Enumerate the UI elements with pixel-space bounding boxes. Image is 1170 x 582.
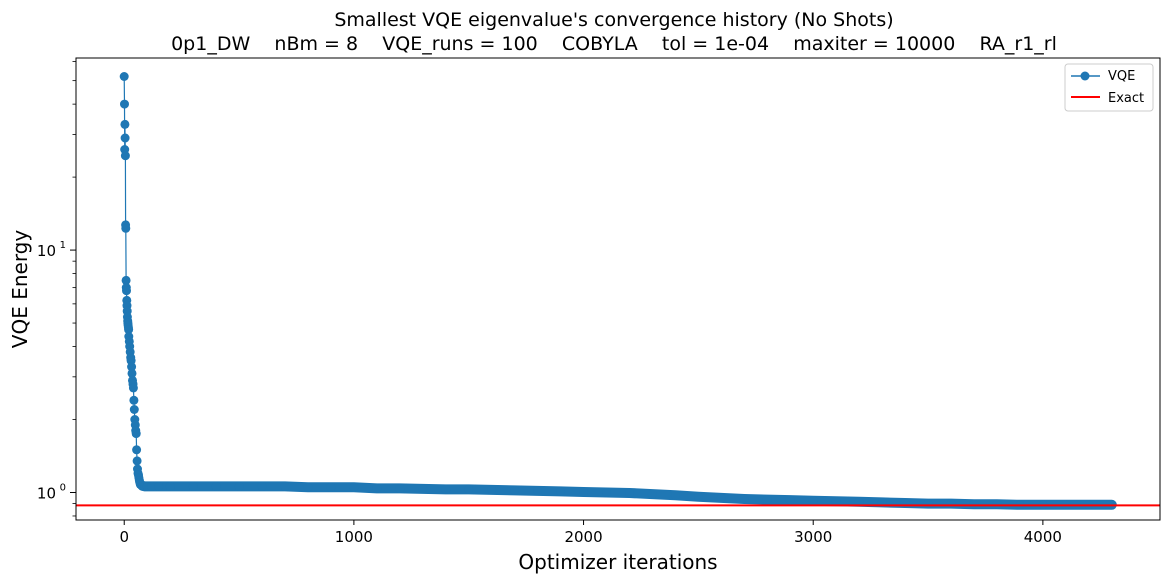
vqe-data-point xyxy=(464,484,474,494)
vqe-data-point xyxy=(234,481,244,491)
vqe-data-point xyxy=(121,275,131,285)
vqe-data-point xyxy=(969,499,979,509)
vqe-data-point xyxy=(441,484,451,494)
vqe-data-point xyxy=(188,481,198,491)
vqe-data-point xyxy=(132,456,142,466)
vqe-data-point xyxy=(556,486,566,496)
vqe-data-point xyxy=(127,368,137,378)
x-tick-label: 4000 xyxy=(1024,528,1062,546)
x-tick-label: 2000 xyxy=(564,528,602,546)
chart-subtitle: 0p1_DW nBm = 8 VQE_runs = 100 COBYLA tol… xyxy=(171,33,1057,55)
legend-vqe-label: VQE xyxy=(1108,69,1135,84)
vqe-data-point xyxy=(280,481,290,491)
vqe-data-point xyxy=(121,223,131,233)
vqe-data-point xyxy=(120,151,130,161)
vqe-data-point xyxy=(602,488,611,497)
vqe-data-point xyxy=(127,362,137,372)
vqe-data-point xyxy=(120,133,130,143)
vqe-data-point xyxy=(129,395,139,405)
vqe-data-point xyxy=(349,482,359,492)
vqe-data-point xyxy=(303,482,313,492)
vqe-data-point xyxy=(257,481,267,491)
vqe-data-point xyxy=(154,481,164,491)
vqe-data-point xyxy=(647,489,657,499)
vqe-data-point xyxy=(165,481,175,491)
vqe-data-point xyxy=(128,383,138,393)
vqe-data-point xyxy=(625,488,634,498)
vqe-data-point xyxy=(122,286,131,296)
vqe-data-point xyxy=(533,486,543,496)
vqe-data-point xyxy=(372,483,382,493)
y-tick-label: 10 xyxy=(37,242,56,260)
vqe-data-point xyxy=(808,496,818,506)
vqe-data-point xyxy=(831,496,841,506)
y-axis: 10 0 10 1 xyxy=(37,61,76,517)
vqe-data-point xyxy=(120,119,130,129)
plot-frame xyxy=(75,57,1161,521)
y-tick-label-exponent: 1 xyxy=(60,240,66,251)
vqe-data-point xyxy=(992,499,1002,509)
plot-area xyxy=(76,72,1160,510)
x-axis: 0 1000 2000 3000 4000 xyxy=(119,520,1062,546)
legend-exact-label: Exact xyxy=(1108,91,1144,106)
vqe-data-point xyxy=(124,325,134,335)
chart-title: Smallest VQE eigenvalue's convergence hi… xyxy=(334,9,893,31)
y-tick-label: 10 xyxy=(37,484,56,502)
vqe-data-point xyxy=(211,481,221,491)
vqe-data-point xyxy=(716,493,726,503)
y-tick-label-exponent: 0 xyxy=(60,482,66,493)
vqe-data-point xyxy=(946,499,956,509)
legend: VQE Exact xyxy=(1064,63,1154,112)
vqe-data-point xyxy=(147,481,157,491)
vqe-data-point xyxy=(762,495,772,505)
vqe-data-point xyxy=(132,445,142,455)
y-axis-label: VQE Energy xyxy=(8,230,32,349)
vqe-data-point xyxy=(395,483,405,493)
vqe-data-point xyxy=(129,405,139,414)
vqe-data-point xyxy=(120,99,129,109)
x-tick-label: 0 xyxy=(119,528,129,546)
vqe-data-point xyxy=(670,490,680,500)
vqe-data-point xyxy=(326,482,336,492)
vqe-data-point xyxy=(854,497,864,507)
legend-vqe-marker xyxy=(1080,71,1090,81)
vqe-data-point xyxy=(693,492,703,502)
vqe-data-point xyxy=(923,499,933,509)
vqe-data-point xyxy=(418,484,428,494)
vqe-data-point xyxy=(131,429,141,439)
x-tick-label: 3000 xyxy=(794,528,832,546)
vqe-data-point xyxy=(579,487,589,497)
x-tick-label: 1000 xyxy=(335,528,373,546)
vqe-data-point xyxy=(119,72,129,81)
x-axis-label: Optimizer iterations xyxy=(518,550,717,574)
vqe-data-point xyxy=(510,485,520,495)
vqe-data-point xyxy=(785,495,795,505)
vqe-data-point xyxy=(487,485,497,495)
vqe-data-point xyxy=(739,494,749,504)
